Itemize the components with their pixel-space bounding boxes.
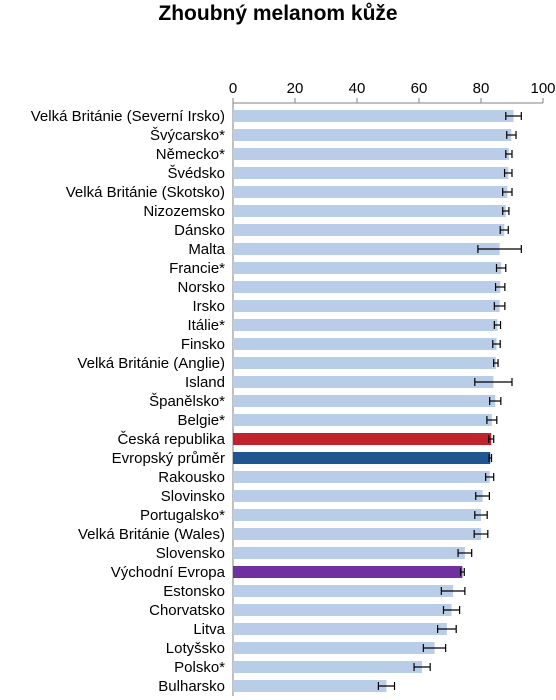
category-label: Francie* [169,260,225,277]
category-label: Rakousko [158,469,225,486]
chart-title: Zhoubný melanom kůže [158,2,398,25]
category-label: Bulharsko [158,678,225,695]
bar [233,547,465,559]
category-label: Česká republika [117,431,225,448]
bar [233,414,492,426]
category-label: Velká Británie (Severní Irsko) [31,108,225,125]
category-label: Island [185,374,225,391]
bar [233,433,492,445]
bar [233,395,496,407]
bar [233,186,508,198]
category-label: Finsko [181,336,225,353]
bar [233,357,496,369]
category-label: Norsko [177,279,225,296]
category-label: Malta [188,241,225,258]
category-label: Dánsko [174,222,225,239]
bar [233,281,501,293]
bar [233,680,387,692]
bar [233,167,509,179]
category-label: Nizozemsko [143,203,225,220]
bar [233,566,463,578]
bar [233,148,509,160]
category-label: Evropský průměr [112,450,225,467]
x-tick-label: 40 [349,80,366,97]
category-label: Itálie* [187,317,225,334]
bar [233,528,481,540]
category-label: Německo* [156,146,225,163]
category-label: Východní Evropa [111,564,226,581]
category-label: Švédsko [167,165,225,182]
bar [233,110,514,122]
bar [233,490,483,502]
bar [233,585,454,597]
x-tick-label: 0 [229,80,237,97]
bars [233,110,522,692]
bar [233,319,498,331]
bar [233,338,497,350]
x-tick-label: 20 [287,80,304,97]
category-label: Slovensko [156,545,225,562]
bar [233,642,435,654]
bar [233,300,500,312]
category-label: Litva [193,621,225,638]
bar [233,243,500,255]
category-label: Velká Británie (Anglie) [77,355,225,372]
bar [233,129,512,141]
category-label: Chorvatsko [149,602,225,619]
category-label: Irsko [192,298,225,315]
bar [233,205,506,217]
bar [233,471,490,483]
category-labels: Velká Británie (Severní Irsko) Švýcarsko*… [31,108,226,695]
bar [233,509,481,521]
category-label: Slovinsko [161,488,225,505]
category-label: Velká Británie (Wales) [78,526,225,543]
category-label: Velká Británie (Skotsko) [66,184,225,201]
category-label: Lotyšsko [166,640,225,657]
bar [233,452,491,464]
category-label: Estonsko [163,583,225,600]
bar [233,376,494,388]
category-label: Polsko* [174,659,225,676]
category-label: Portugalsko* [140,507,225,524]
bar [233,224,505,236]
category-label: Španělsko* [149,393,225,410]
x-tick-label: 100 [530,80,555,97]
x-tick-label: 80 [473,80,490,97]
category-label: Belgie* [177,412,225,429]
category-label: Švýcarsko* [150,127,225,144]
bar [233,661,423,673]
x-tick-label: 60 [411,80,428,97]
bar [233,262,502,274]
bar [233,604,452,616]
bar [233,623,447,635]
